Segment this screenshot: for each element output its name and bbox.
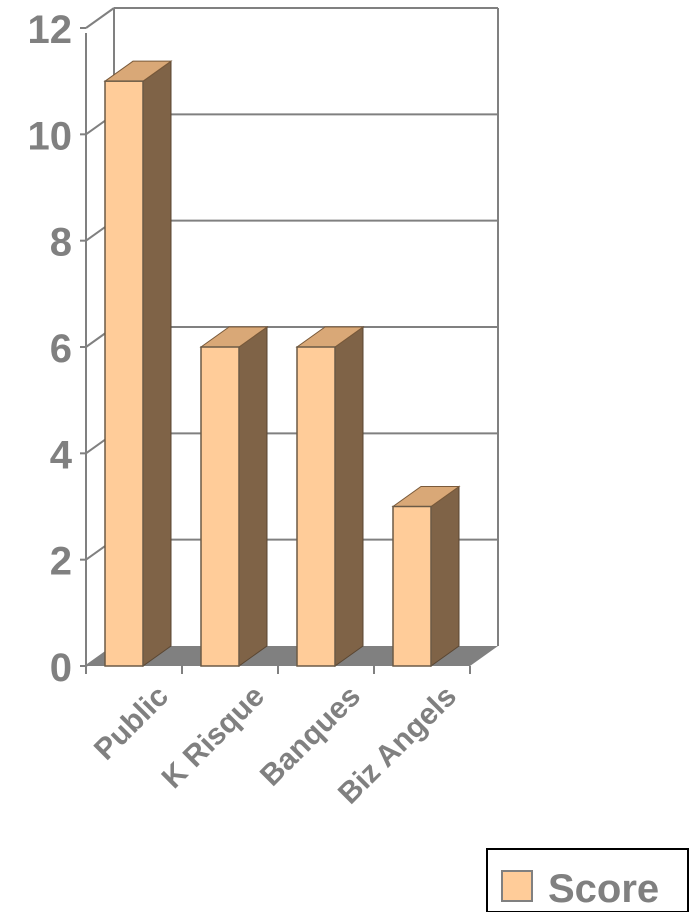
bar: [296, 346, 336, 667]
bar-side: [334, 326, 364, 667]
y-tick-label: 2: [50, 540, 72, 584]
bar-side: [142, 60, 172, 667]
legend: Score: [486, 848, 689, 912]
y-tick-label: 8: [50, 221, 72, 265]
bar-side: [430, 485, 460, 667]
y-tick-labels: 0 2 4 6 8 10 12: [28, 8, 73, 690]
y-tick-label: 6: [50, 327, 72, 371]
legend-swatch-score: [501, 870, 533, 902]
gridline-diagonal: [85, 7, 115, 29]
bar: [392, 505, 432, 667]
bar-side: [238, 326, 268, 667]
bar-group: [295, 326, 365, 667]
x-category-label: Public: [88, 680, 175, 767]
bars: [103, 60, 461, 667]
y-tick-label: 10: [28, 114, 73, 158]
bar-group: [391, 485, 461, 667]
bar: [200, 346, 240, 667]
y-tick-label: 4: [50, 433, 73, 477]
y-tick-label: 0: [50, 646, 72, 690]
bar-group: [103, 60, 173, 667]
bar-group: [199, 326, 269, 667]
legend-label-score: Score: [548, 867, 659, 911]
x-category-label: K Risque: [156, 680, 271, 795]
bar: [104, 80, 144, 667]
y-tick-label: 12: [28, 8, 73, 52]
y-axis: [80, 27, 471, 674]
